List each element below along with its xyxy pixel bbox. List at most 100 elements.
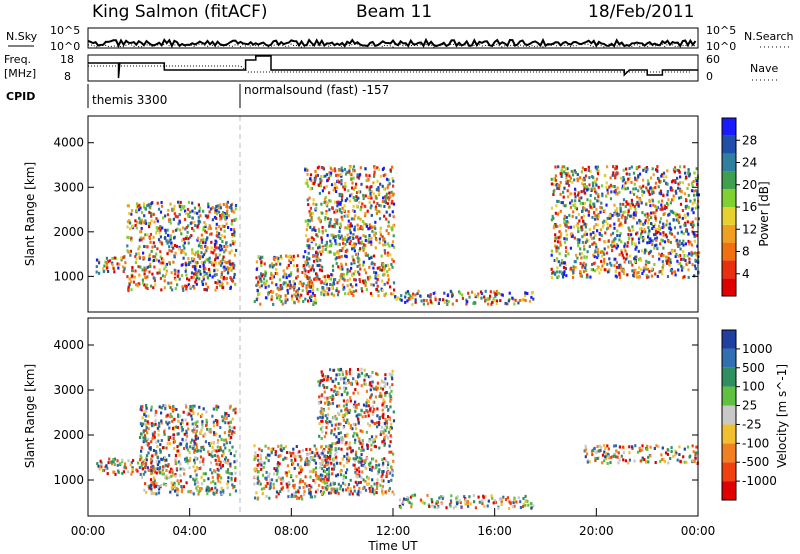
heatmap-cell (150, 284, 153, 288)
heatmap-cell (124, 261, 127, 265)
heatmap-cell (696, 244, 699, 248)
heatmap-cell (341, 436, 344, 440)
heatmap-cell (391, 165, 394, 169)
heatmap-cell (341, 272, 344, 276)
heatmap-cell (352, 391, 355, 395)
heatmap-cell (128, 250, 131, 254)
heatmap-cell (338, 168, 341, 172)
heatmap-cell (169, 412, 172, 416)
heatmap-cell (552, 190, 555, 194)
heatmap-cell (173, 481, 176, 485)
heatmap-cell (352, 165, 355, 169)
heatmap-cell (138, 208, 141, 212)
heatmap-cell (146, 204, 149, 208)
heatmap-cell (359, 236, 362, 240)
heatmap-cell (634, 268, 637, 272)
heatmap-cell (358, 437, 361, 441)
heatmap-cell (434, 298, 437, 302)
heatmap-cell (370, 204, 373, 208)
heatmap-cell (182, 256, 185, 260)
heatmap-cell (156, 271, 159, 275)
heatmap-cell (555, 246, 558, 250)
heatmap-cell (619, 206, 622, 210)
heatmap-cell (317, 227, 320, 231)
heatmap-cell (550, 182, 553, 186)
heatmap-cell (669, 240, 672, 244)
heatmap-cell (690, 189, 694, 193)
heatmap-cell (423, 501, 426, 505)
heatmap-cell (648, 269, 651, 273)
heatmap-cell (137, 265, 140, 269)
heatmap-cell (458, 499, 461, 503)
heatmap-cell (206, 285, 209, 289)
heatmap-cell (616, 265, 619, 269)
heatmap-cell (156, 445, 159, 448)
heatmap-cell (259, 302, 262, 306)
heatmap-cell (330, 292, 333, 296)
heatmap-cell (365, 288, 368, 291)
heatmap-cell (685, 229, 688, 233)
heatmap-cell (594, 250, 597, 254)
heatmap-cell (360, 449, 363, 453)
heatmap-cell (144, 419, 147, 423)
heatmap-cell (151, 437, 154, 441)
heatmap-cell (641, 193, 644, 197)
heatmap-cell (605, 185, 608, 189)
heatmap-cell (161, 226, 164, 230)
heatmap-cell (623, 260, 626, 264)
heatmap-cell (232, 228, 235, 232)
heatmap-cell (687, 193, 690, 197)
heatmap-cell (312, 470, 315, 474)
ytick-label: 4000 (53, 136, 84, 150)
heatmap-cell (682, 232, 685, 236)
heatmap-cell (378, 394, 381, 398)
heatmap-cell (368, 223, 371, 227)
heatmap-cell (234, 207, 237, 211)
heatmap-cell (216, 235, 220, 239)
heatmap-cell (194, 437, 197, 441)
heatmap-cell (196, 424, 199, 428)
heatmap-cell (527, 503, 530, 507)
heatmap-cell (595, 183, 598, 187)
heatmap-cell (667, 198, 670, 202)
heatmap-cell (594, 196, 597, 200)
heatmap-cell (619, 263, 622, 267)
heatmap-cell (392, 281, 396, 285)
heatmap-cell (143, 439, 146, 442)
heatmap-cell (376, 421, 379, 425)
heatmap-cell (332, 281, 335, 285)
heatmap-cell (180, 442, 183, 446)
heatmap-cell (635, 165, 638, 169)
heatmap-cell (140, 424, 144, 428)
heatmap-cell (553, 225, 556, 229)
heatmap-cell (186, 461, 189, 465)
heatmap-cell (593, 211, 596, 215)
heatmap-cell (230, 278, 234, 282)
heatmap-cell (304, 475, 307, 479)
heatmap-cell (234, 411, 237, 415)
heatmap-cell (281, 476, 284, 480)
heatmap-cell (255, 491, 258, 495)
heatmap-cell (144, 482, 147, 486)
heatmap-cell (376, 373, 379, 377)
heatmap-cell (185, 438, 188, 442)
heatmap-cell (291, 297, 294, 301)
heatmap-cell (139, 432, 143, 436)
heatmap-cell (690, 253, 693, 257)
heatmap-cell (135, 283, 138, 287)
heatmap-cell (315, 477, 318, 481)
heatmap-cell (513, 498, 516, 502)
heatmap-cell (696, 233, 699, 237)
heatmap-cell (172, 246, 175, 250)
heatmap-cell (314, 466, 318, 470)
heatmap-cell (679, 254, 682, 258)
heatmap-cell (619, 222, 622, 226)
heatmap-cell (584, 191, 587, 195)
heatmap-cell (357, 190, 360, 194)
heatmap-cell (174, 485, 177, 489)
heatmap-cell (217, 405, 220, 409)
heatmap-cell (139, 230, 142, 234)
heatmap-cell (319, 177, 322, 181)
heatmap-cell (254, 496, 257, 500)
nsky-panel: N.Sky 10^5 10^0 10^5 10^0 N.Search (6, 24, 794, 53)
